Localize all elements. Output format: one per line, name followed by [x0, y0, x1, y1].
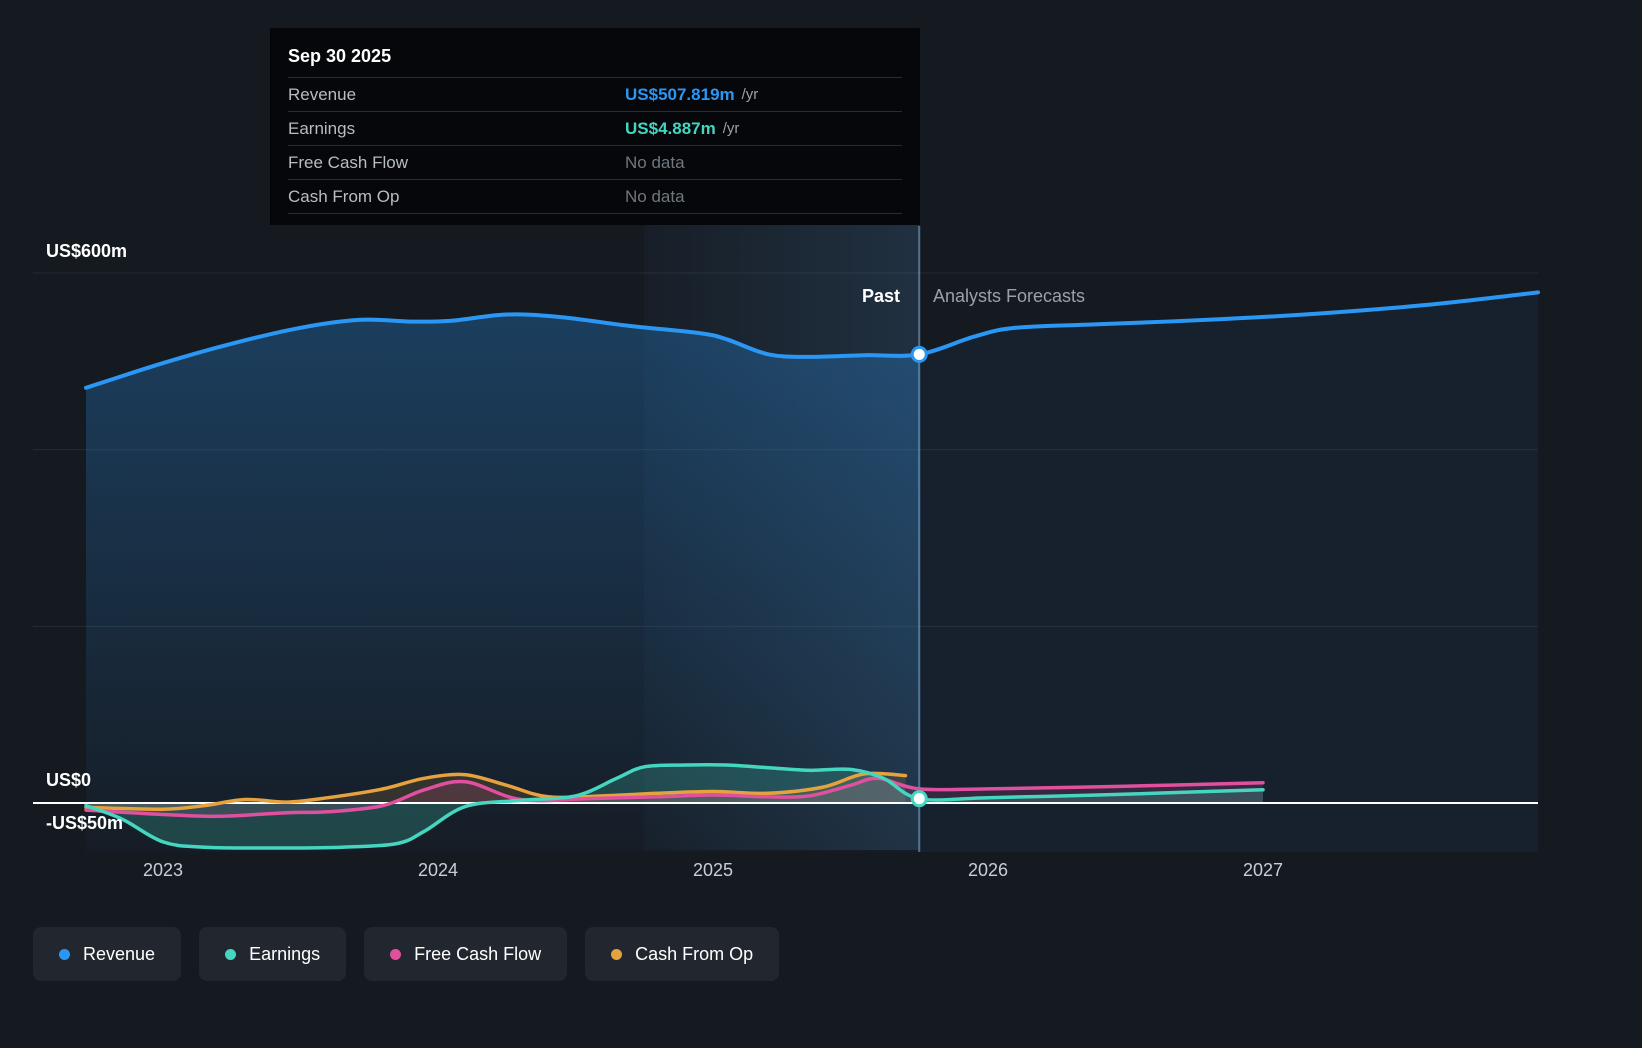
x-tick-2025: 2025 — [692, 860, 734, 880]
legend-label: Cash From Op — [635, 943, 754, 964]
legend-label: Revenue — [83, 943, 156, 964]
legend-label: Free Cash Flow — [414, 943, 542, 964]
cash-from-op-dot-icon — [611, 948, 623, 960]
legend-item-earnings[interactable]: Earnings — [199, 927, 347, 981]
tooltip-date: Sep 30 2025 — [288, 46, 392, 66]
free-cash-flow-line — [84, 776, 1265, 819]
tooltip-value: US$4.887m — [625, 118, 716, 138]
x-tick-2026: 2026 — [967, 860, 1009, 880]
forecasts-label: Analysts Forecasts — [933, 286, 1086, 306]
y-axis-label-600: US$600m — [46, 241, 128, 261]
tooltip-label: Earnings — [288, 118, 356, 138]
tooltip-label: Revenue — [288, 84, 357, 104]
legend: Revenue Earnings Free Cash Flow Cash Fro… — [33, 927, 780, 981]
y-axis-label-0: US$0 — [46, 770, 92, 790]
tooltip-unit: /yr — [722, 120, 740, 137]
earnings-area — [86, 764, 1263, 849]
revenue-line — [84, 290, 1540, 390]
tooltip: Sep 30 2025 Revenue US$507.819m /yr Earn… — [270, 28, 920, 225]
earnings-dot-icon — [225, 948, 237, 960]
tooltip-row-revenue: Revenue US$507.819m /yr — [288, 77, 902, 111]
tooltip-unit: /yr — [741, 86, 759, 103]
cash-from-op-line — [84, 771, 908, 811]
earnings-marker[interactable] — [910, 790, 928, 808]
free-cash-flow-dot-icon — [390, 948, 402, 960]
tooltip-value: US$507.819m — [625, 84, 735, 104]
y-axis-label-neg50: -US$50m — [46, 813, 124, 833]
earnings-line — [84, 762, 1265, 850]
revenue-area-past — [86, 314, 920, 852]
x-tick-2024: 2024 — [417, 860, 459, 880]
chart-area: US$600m US$0 -US$50m Past Analysts Forec… — [0, 0, 1642, 900]
revenue-dot-icon — [59, 948, 70, 960]
revenue-marker[interactable] — [910, 345, 928, 363]
past-label: Past — [861, 286, 900, 306]
legend-item-cash-from-op[interactable]: Cash From Op — [585, 927, 780, 981]
tooltip-value: No data — [625, 152, 685, 172]
tooltip-value: No data — [625, 186, 685, 206]
tooltip-row-cash-from-op: Cash From Op No data — [288, 179, 902, 214]
legend-item-revenue[interactable]: Revenue — [33, 927, 182, 981]
x-tick-2027: 2027 — [1242, 860, 1284, 880]
x-tick-2023: 2023 — [142, 860, 184, 880]
revenue-area-forecast — [919, 292, 1538, 852]
legend-label: Earnings — [249, 943, 321, 964]
tooltip-label: Cash From Op — [288, 186, 400, 206]
tooltip-row-earnings: Earnings US$4.887m /yr — [288, 111, 902, 145]
tooltip-row-free-cash-flow: Free Cash Flow No data — [288, 145, 902, 179]
legend-item-free-cash-flow[interactable]: Free Cash Flow — [364, 927, 568, 981]
tooltip-label: Free Cash Flow — [288, 152, 408, 172]
chart-canvas[interactable] — [0, 0, 1642, 900]
